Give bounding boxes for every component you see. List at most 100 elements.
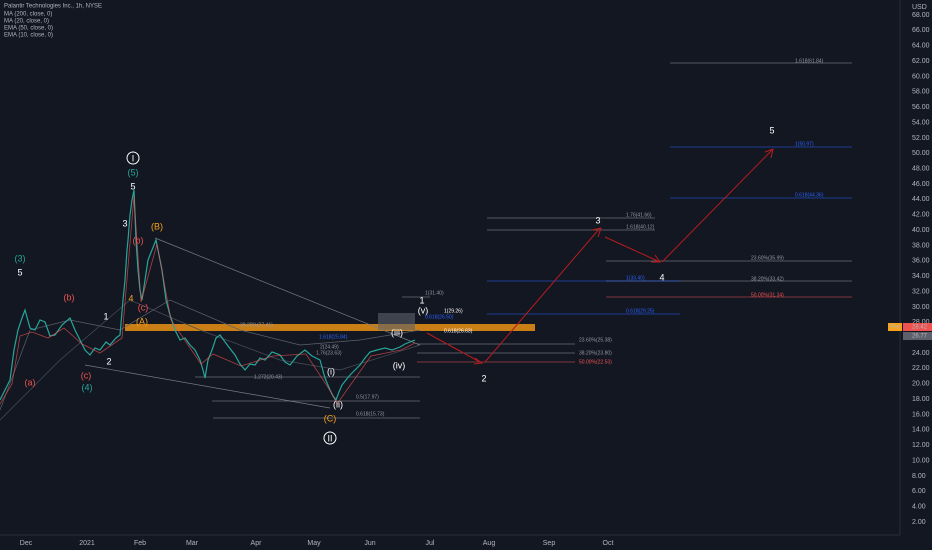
fib-label: 1.618(25.84) (319, 334, 348, 340)
price-path (0, 189, 416, 402)
legend-indicator: EMA (10, close, 0) (4, 33, 53, 39)
wave-label: (5) (128, 167, 139, 177)
wave-label: 4 (128, 293, 133, 303)
price-label: 58.00 (912, 89, 930, 96)
price-label: 62.00 (912, 58, 930, 65)
fib-label: 2(24.49) (320, 344, 339, 350)
price-label: 44.00 (912, 196, 930, 203)
pre-tag (888, 323, 902, 331)
price-label: 56.00 (912, 104, 930, 111)
circle-mark (323, 431, 337, 445)
price-label: 2.00 (912, 519, 926, 526)
wave-label: (ii) (333, 399, 343, 409)
wave-label: 3 (122, 218, 127, 228)
time-label: May (307, 540, 321, 547)
price-label: 8.00 (912, 473, 926, 480)
price-label: 64.00 (912, 43, 930, 50)
fib-label: 23.60%(25.38) (579, 337, 612, 343)
wave-label: (c) (138, 302, 149, 312)
wave-label: I (132, 153, 135, 163)
fib-lines (195, 62, 852, 419)
price-label: 42.00 (912, 212, 930, 219)
wave-label: 1 (103, 311, 108, 321)
wave-label: 4 (659, 272, 664, 282)
fib-label: 0.618(26.50) (425, 314, 454, 320)
circle-mark (126, 151, 140, 165)
price-label: 52.00 (912, 135, 930, 142)
price-tag-label: 26.77 (912, 334, 928, 340)
price-label: 34.00 (912, 273, 930, 280)
time-label: Dec (20, 540, 33, 547)
wave-label: 3 (595, 215, 600, 225)
time-label: 2021 (79, 540, 95, 547)
fib-label: 1.76(41.66) (626, 212, 652, 218)
fib-label: 0.618(26.63) (444, 328, 473, 334)
wave-label: (i) (327, 366, 335, 376)
wave-label: 5 (769, 125, 774, 135)
price-tag (903, 332, 932, 340)
currency-label: USD (912, 4, 927, 11)
price-label: 50.00 (912, 150, 930, 157)
price-label: 68.00 (912, 12, 930, 19)
fib-labels: 1(31.40) 1(29.26) 0.618(26.50) 0.618(26.… (240, 58, 824, 417)
wave-label: 5 (17, 267, 22, 277)
price-label: 48.00 (912, 165, 930, 172)
fib-label: 0.618(15.73) (356, 411, 385, 417)
time-label: Jul (426, 540, 435, 547)
price-label: 10.00 (912, 457, 930, 464)
price-path-down (0, 195, 416, 405)
price-label: 30.00 (912, 304, 930, 311)
wave-labels: (3) 5 (a) (b) (c) (4) 1 2 3 (b) 4 (c) (A… (15, 125, 775, 443)
price-tag (903, 323, 932, 331)
fib-label: 0.618(29.25) (626, 308, 655, 314)
price-tag-label: 28.42 (912, 325, 928, 331)
pre-label: Pre (890, 325, 900, 331)
price-label: 60.00 (912, 73, 930, 80)
price-label: 6.00 (912, 488, 926, 495)
wave-label: (iii) (391, 327, 403, 337)
fib-label: 1(29.26) (444, 308, 463, 314)
fib-label: 0.5(17.97) (356, 394, 379, 400)
time-label: Feb (134, 540, 146, 547)
wave-label: 5 (130, 181, 135, 191)
price-label: 18.00 (912, 396, 930, 403)
wave-label: 2 (106, 356, 111, 366)
wave-label: (c) (81, 370, 92, 380)
wave-label: (C) (324, 413, 337, 423)
price-label: 16.00 (912, 411, 930, 418)
legend-indicator: MA (200, close, 0) (4, 12, 52, 18)
time-label: Sep (543, 540, 556, 547)
wave-label: (b) (133, 235, 144, 245)
legend-title: Palantir Technologies Inc., 1h, NYSE (4, 4, 102, 10)
time-label: Oct (603, 540, 614, 547)
wave-label: (3) (15, 253, 26, 263)
time-label: Aug (483, 540, 496, 547)
time-label: Mar (186, 540, 199, 547)
wave-label: (iv) (393, 360, 406, 370)
price-label: 20.00 (912, 381, 930, 388)
wave-label: (B) (151, 221, 163, 231)
fib-label: 1(31.40) (425, 290, 444, 296)
fib-label: 1.272(20.43) (254, 374, 283, 380)
wave-label: II (327, 433, 332, 443)
fib-label: 1(33.40) (626, 275, 645, 281)
price-label: 38.00 (912, 242, 930, 249)
fib-label: 1.618(40.12) (626, 224, 655, 230)
time-label: Apr (251, 540, 263, 547)
price-label: 12.00 (912, 442, 930, 449)
fib-label: 1.76(23.63) (316, 350, 342, 356)
price-label: 40.00 (912, 227, 930, 234)
target-box (378, 313, 415, 330)
price-label: 4.00 (912, 503, 926, 510)
fib-label: 0.618(44.36) (795, 192, 824, 198)
projection-arrows (426, 148, 774, 365)
price-label: 22.00 (912, 365, 930, 372)
price-label: 28.00 (912, 319, 930, 326)
price-label: 14.00 (912, 427, 930, 434)
legend: Palantir Technologies Inc., 1h, NYSE MA … (4, 4, 102, 39)
wave-label: (b) (64, 292, 75, 302)
price-label: 32.00 (912, 288, 930, 295)
fib-band (125, 324, 535, 331)
